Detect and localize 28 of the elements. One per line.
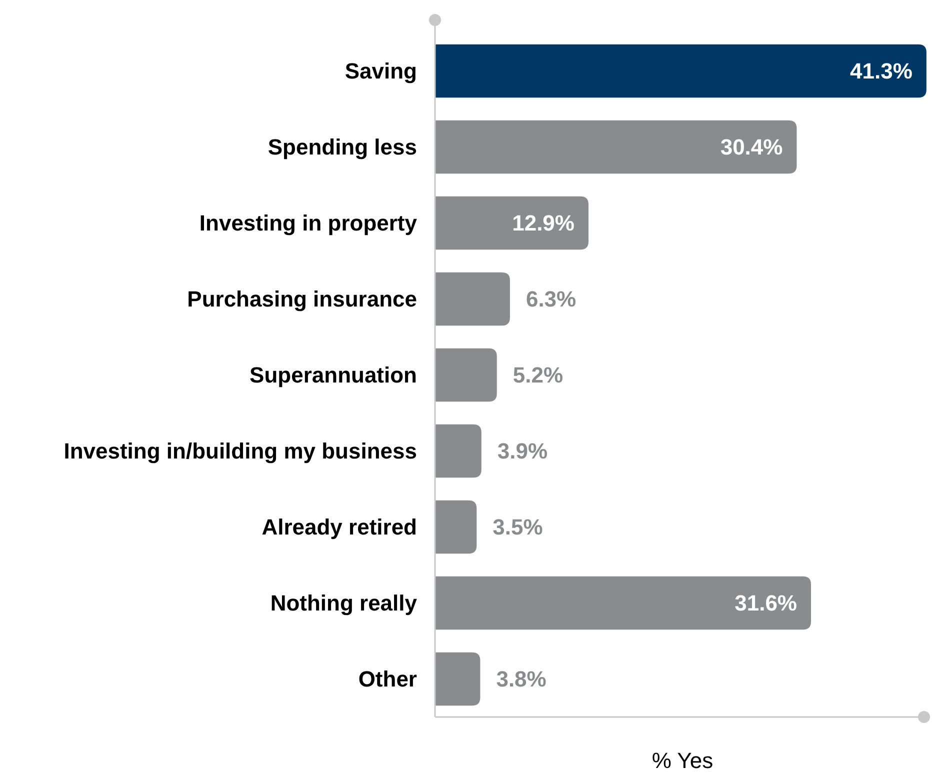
bar — [435, 500, 477, 554]
data-label: 5.2% — [512, 362, 564, 388]
data-label: 3.5% — [492, 514, 543, 540]
y-tick-label: Nothing really — [270, 590, 418, 616]
data-label: 30.4% — [720, 134, 783, 160]
bar — [435, 196, 588, 250]
y-tick-label: Spending less — [268, 134, 417, 160]
bar — [435, 120, 797, 174]
bar — [435, 424, 482, 478]
bar — [435, 44, 926, 98]
data-label: 3.9% — [497, 438, 548, 464]
x-axis-title: % Yes — [652, 748, 714, 773]
data-label: 6.3% — [526, 286, 576, 312]
bar — [435, 348, 497, 402]
y-tick-label: Investing in/building my business — [64, 438, 417, 464]
y-tick-label: Already retired — [262, 514, 417, 540]
bar — [435, 272, 510, 326]
data-label: 12.9% — [512, 210, 574, 236]
bar — [435, 652, 480, 706]
y-tick-label: Investing in property — [199, 210, 418, 236]
y-tick-label: Saving — [344, 58, 417, 84]
data-label: 41.3% — [850, 58, 912, 84]
data-label: 31.6% — [734, 590, 798, 616]
data-label: 3.8% — [496, 666, 546, 692]
y-tick-label: Other — [358, 666, 418, 692]
y-tick-label: Superannuation — [250, 362, 417, 388]
bar — [435, 576, 812, 630]
y-tick-label: Purchasing insurance — [187, 286, 417, 312]
